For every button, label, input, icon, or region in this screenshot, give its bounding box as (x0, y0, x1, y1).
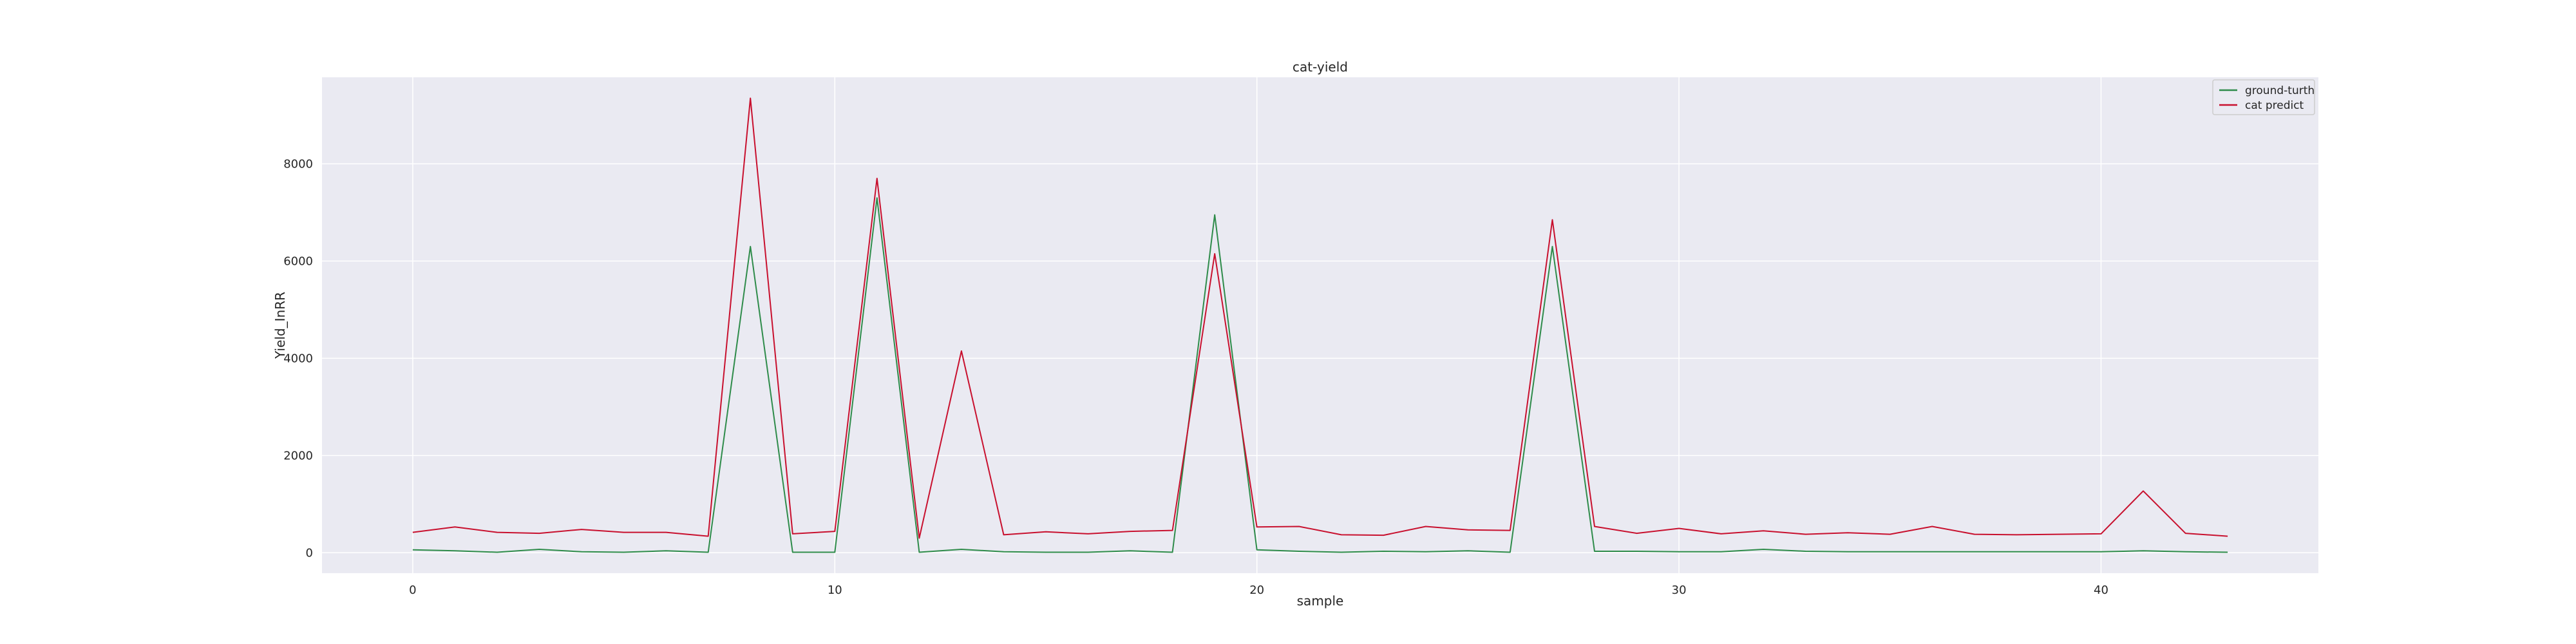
y-tick-label: 8000 (283, 157, 313, 171)
tick-labels: 0 10 20 30 40 0 2000 4000 6000 8000 (283, 157, 2108, 597)
x-tick-label: 20 (1249, 583, 1264, 597)
x-tick-label: 0 (409, 583, 416, 597)
x-tick-label: 30 (1672, 583, 1687, 597)
series-line-ground-turth (412, 197, 2228, 553)
plot-background (322, 77, 2318, 573)
series-lines (412, 97, 2228, 553)
x-tick-label: 10 (828, 583, 842, 597)
y-tick-label: 4000 (283, 352, 313, 365)
y-axis-label: Yield_InRR (272, 292, 288, 359)
legend: ground-turth cat predict (2212, 79, 2315, 115)
legend-box (2212, 79, 2315, 115)
grid (322, 77, 2318, 573)
y-tick-label: 2000 (283, 449, 313, 462)
series-line-cat-predict (412, 97, 2228, 539)
y-tick-label: 0 (306, 546, 313, 560)
x-tick-label: 40 (2094, 583, 2108, 597)
x-axis-label: sample (1297, 593, 1344, 609)
legend-label-ground-turth: ground-turth (2245, 84, 2315, 97)
y-tick-label: 6000 (283, 254, 313, 268)
legend-label-cat-predict: cat predict (2245, 99, 2304, 112)
chart-title: cat-yield (1293, 59, 1348, 75)
